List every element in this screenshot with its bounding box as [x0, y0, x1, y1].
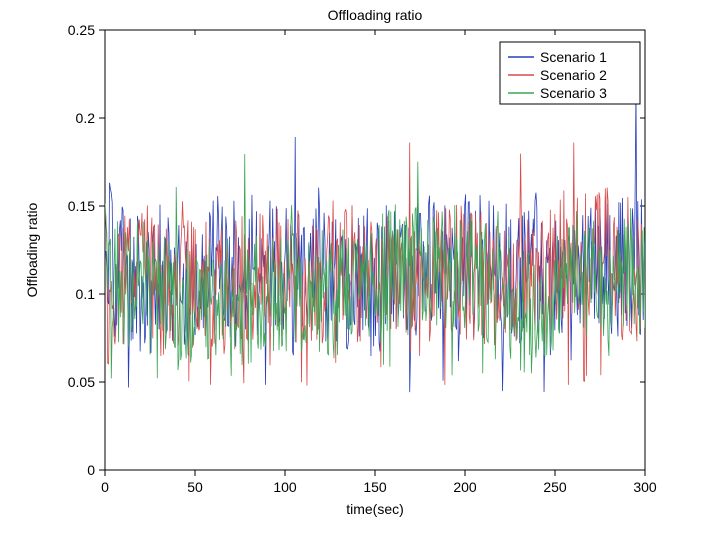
- y-tick-label: 0.2: [76, 110, 96, 126]
- y-axis-label: Offloading ratio: [24, 202, 40, 297]
- x-tick-label: 300: [633, 479, 657, 495]
- y-tick-label: 0: [87, 462, 95, 478]
- x-tick-label: 150: [363, 479, 387, 495]
- chart-title: Offloading ratio: [328, 7, 423, 23]
- legend-label-2: Scenario 2: [540, 67, 607, 83]
- legend-label-1: Scenario 1: [540, 49, 607, 65]
- y-tick-label: 0.15: [68, 198, 95, 214]
- chart-svg: 0 50 100 150 200 250 300 0 0.05 0.1 0.15 0.2 0.25 Off…: [0, 0, 703, 543]
- y-tick-label: 0.1: [76, 286, 96, 302]
- chart-container: 0 50 100 150 200 250 300 0 0.05 0.1 0.15 0.2 0.25 Off…: [0, 0, 703, 543]
- x-tick-label: 100: [273, 479, 297, 495]
- y-tick-label: 0.05: [68, 374, 95, 390]
- plot-lines: [105, 86, 645, 392]
- legend-label-3: Scenario 3: [540, 85, 607, 101]
- x-tick-label: 250: [543, 479, 567, 495]
- x-tick-label: 0: [101, 479, 109, 495]
- x-tick-label: 200: [453, 479, 477, 495]
- y-tick-label: 0.25: [68, 22, 95, 38]
- x-axis-label: time(sec): [346, 501, 404, 517]
- x-tick-label: 50: [187, 479, 203, 495]
